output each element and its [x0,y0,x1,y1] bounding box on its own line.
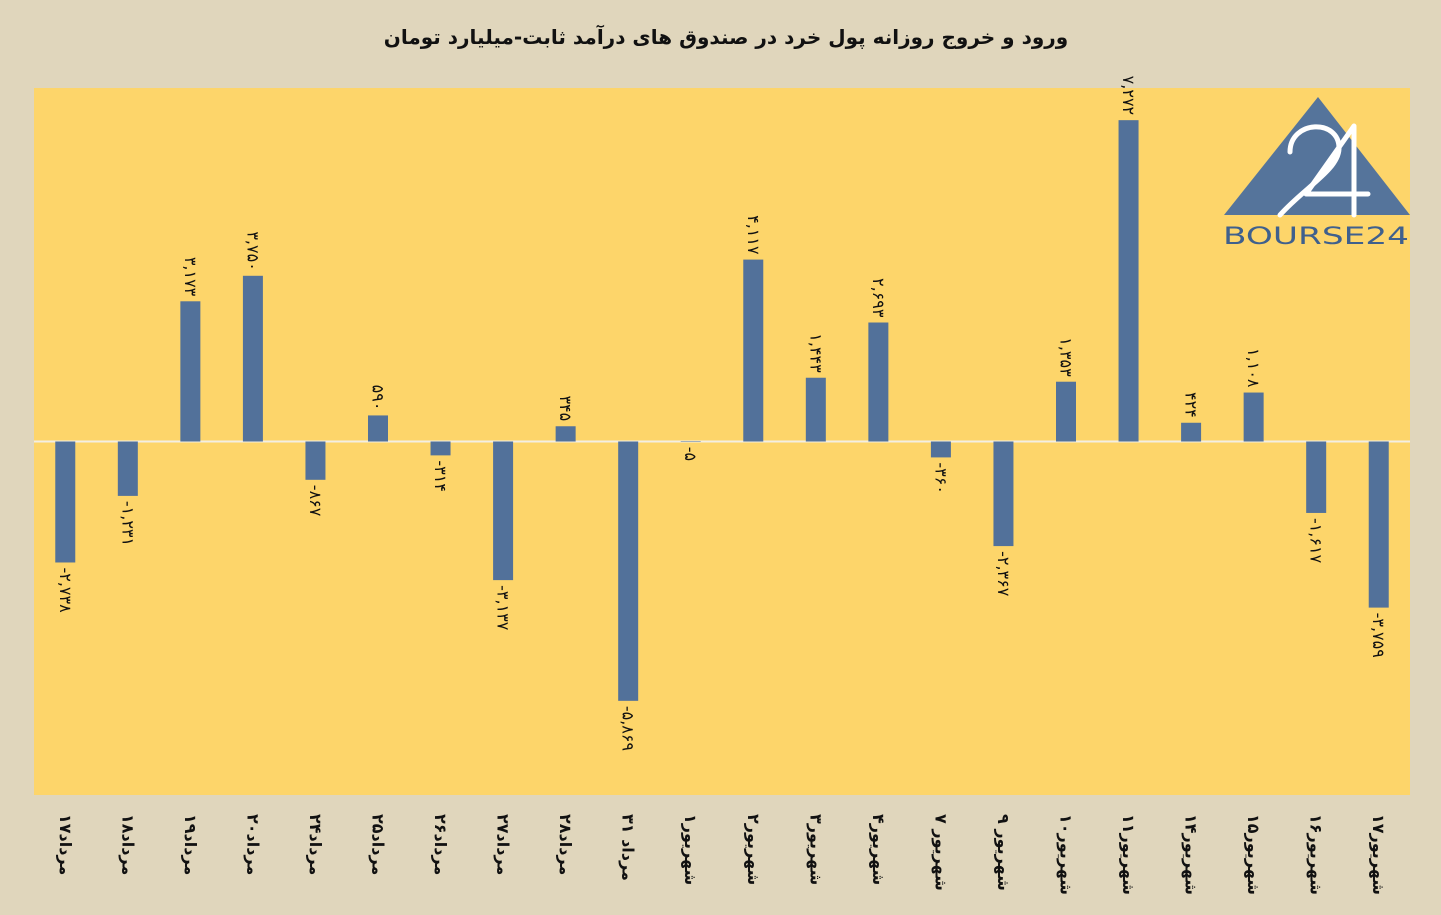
data-label: -۳,۷۵۹ [1369,613,1388,658]
data-label: -۵,۸۶۹ [619,706,638,751]
data-label: ۴,۱۱۷ [744,215,763,255]
bar-3 [180,301,201,442]
x-tick-label: ۳شهریور [806,814,825,885]
bar-18 [1118,120,1139,442]
x-tick-label: ۱۵شهریور [1244,814,1263,895]
data-label: ۱,۴۴۳ [806,333,825,373]
x-tick-label: ۲۰مرداد [243,814,262,875]
x-tick-label: ۲شهریور [744,814,763,885]
bar-16 [993,441,1014,547]
logo-triangle-icon [1224,97,1410,215]
data-label: -۳۱۴ [431,460,450,492]
data-label: -۱,۲۳۱ [118,501,137,546]
data-labels-group: -۲,۷۳۸ -۱,۲۳۱ ۳,۱۷۳ ۳,۷۵۰ -۸۶۷ ۵۹۰ -۳۱۴ -۳,۱۳۷ ۳… [56,76,1388,751]
data-label: ۲,۶۹۳ [869,278,888,318]
data-label: ۱,۱۰۸ [1244,348,1263,388]
x-tick-label: ۴شهریور [869,814,888,885]
x-tick-label: ۹ شهریور [994,814,1013,891]
bar-7 [430,441,451,456]
bar-19 [1181,422,1202,442]
bar-4 [242,275,263,442]
x-tick-label: ۲۷مرداد [494,814,513,875]
x-tick-label: ۱۸مرداد [118,814,137,875]
bars-group [55,120,1389,701]
x-axis-labels: ۱۷مرداد ۱۸مرداد ۱۹مرداد ۲۰مرداد ۲۴مرداد ۲۵مرد… [56,814,1388,895]
x-tick-label: ۲۵مرداد [369,814,388,875]
bar-10 [618,441,639,701]
x-tick-label: ۱شهریور [681,814,700,885]
bar-13 [805,377,826,442]
x-tick-label: ۱۴شهریور [1182,814,1201,895]
bar-15 [930,441,951,458]
bar-8 [493,441,514,581]
x-tick-label: ۱۱شهریور [1119,814,1138,895]
x-tick-label: ۷ شهریور [931,814,950,891]
x-tick-label: ۲۸مرداد [556,814,575,875]
bar-5 [305,441,326,480]
bourse24-logo: BOURSE24 [1223,97,1410,250]
x-tick-label: ۱۹مرداد [181,814,200,875]
data-label: ۳,۷۵۰ [243,231,262,270]
data-label: -۳۶۰ [931,462,950,494]
data-label: ۴۲۴ [1182,392,1201,418]
x-tick-label: ۲۴مرداد [306,814,325,875]
data-label: ۵۹۰ [369,385,388,411]
data-label: ۳,۱۷۳ [181,257,200,297]
bar-22 [1368,441,1389,608]
data-label: -۸۶۷ [306,485,325,517]
bar-6 [368,415,388,442]
x-tick-label: ۲۶مرداد [431,814,450,875]
bar-17 [1056,381,1076,442]
bar-21 [1306,441,1327,513]
bar-1 [55,441,76,563]
x-tick-label: ۱۰شهریور [1057,814,1076,895]
x-tick-label: ۳۱ مرداد [619,814,638,881]
bar-9 [555,426,576,442]
data-label: ۳۴۵ [556,395,575,421]
data-label: ۷,۲۷۲ [1119,76,1138,115]
bar-20 [1243,392,1264,442]
data-label: -۵ [681,447,700,461]
bar-12 [743,259,764,442]
data-label: -۲,۳۶۷ [994,551,1013,597]
data-label: -۲,۷۳۸ [56,567,75,613]
x-tick-label: ۱۷شهریور [1369,814,1388,895]
x-tick-label: ۱۷مرداد [56,814,75,875]
data-label: -۱,۶۱۷ [1307,518,1326,564]
data-label: -۳,۱۳۷ [494,585,513,631]
x-tick-label: ۱۶شهریور [1307,814,1326,895]
data-label: ۱,۳۵۳ [1057,337,1076,377]
logo-text: BOURSE24 [1223,222,1409,250]
bar-11 [680,441,701,442]
logo-mark-four [1303,123,1371,218]
bar-14 [868,322,889,442]
chart-title: ورود و خروج روزانه پول خرد در صندوق های … [383,25,1069,49]
bar-2 [117,441,138,496]
